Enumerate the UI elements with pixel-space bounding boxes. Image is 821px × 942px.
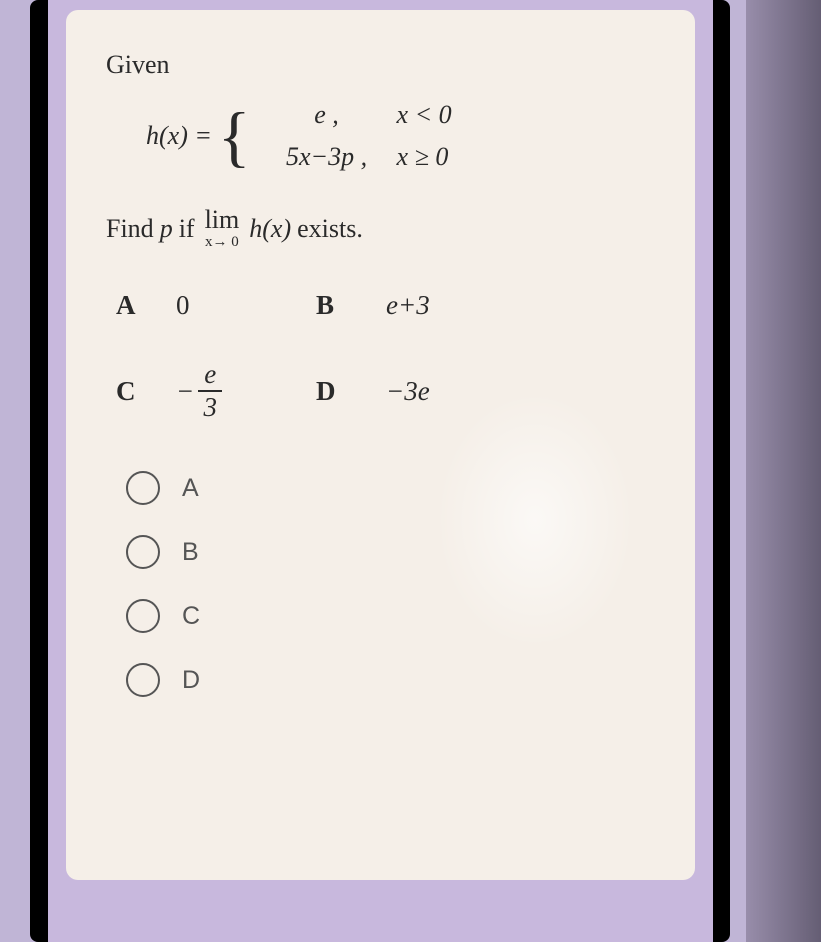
choice-c-neg: − <box>176 376 194 407</box>
option-a[interactable]: A <box>126 471 665 505</box>
piecewise-function: h(x) = { e , x < 0 5x−3p , x ≥ 0 <box>146 100 665 172</box>
case2-expr: 5x−3p , <box>257 142 397 172</box>
photo-shadow <box>746 0 821 942</box>
case1-cond: x < 0 <box>397 100 497 130</box>
function-name: h(x) = <box>146 121 212 151</box>
choice-c-value: − e 3 <box>176 361 316 421</box>
lim-text: lim <box>205 207 240 233</box>
limit-block: lim x→ 0 <box>205 207 240 250</box>
option-b[interactable]: B <box>126 535 665 569</box>
radio-icon <box>126 663 160 697</box>
option-c-label: C <box>182 602 200 631</box>
case1-expr: e , <box>257 100 397 130</box>
radio-icon <box>126 599 160 633</box>
radio-icon <box>126 471 160 505</box>
case2-cond: x ≥ 0 <box>397 142 497 172</box>
choice-d-value: −3e <box>386 376 526 407</box>
option-d[interactable]: D <box>126 663 665 697</box>
find-line: Find p if lim x→ 0 h(x) exists. <box>106 207 665 250</box>
option-a-label: A <box>182 474 199 503</box>
case-row-2: 5x−3p , x ≥ 0 <box>257 142 497 172</box>
find-prefix: Find <box>106 214 154 244</box>
find-suffix: exists. <box>297 214 363 244</box>
choice-c-num: e <box>198 361 222 392</box>
screen-area: Given h(x) = { e , x < 0 5x−3p , x ≥ 0 F… <box>48 0 713 942</box>
brace-icon: { <box>218 106 251 166</box>
choice-b-value: e+3 <box>386 290 526 321</box>
find-if: if <box>179 214 195 244</box>
case-row-1: e , x < 0 <box>257 100 497 130</box>
find-hx: h(x) <box>249 214 291 244</box>
given-label: Given <box>106 50 665 80</box>
option-d-label: D <box>182 666 200 695</box>
lim-sub: x→ 0 <box>205 235 239 250</box>
choices-grid: A 0 B e+3 C − e 3 D −3e <box>116 290 665 421</box>
choice-a-value: 0 <box>176 290 316 321</box>
option-c[interactable]: C <box>126 599 665 633</box>
choice-d-label: D <box>316 376 386 407</box>
question-card: Given h(x) = { e , x < 0 5x−3p , x ≥ 0 F… <box>66 10 695 880</box>
choice-c-label: C <box>116 376 176 407</box>
radio-options: A B C D <box>126 471 665 697</box>
choice-b-label: B <box>316 290 386 321</box>
radio-icon <box>126 535 160 569</box>
option-b-label: B <box>182 538 199 567</box>
choice-c-den: 3 <box>203 392 217 421</box>
choice-a-label: A <box>116 290 176 321</box>
find-var: p <box>160 214 173 244</box>
cases-container: e , x < 0 5x−3p , x ≥ 0 <box>257 100 497 172</box>
